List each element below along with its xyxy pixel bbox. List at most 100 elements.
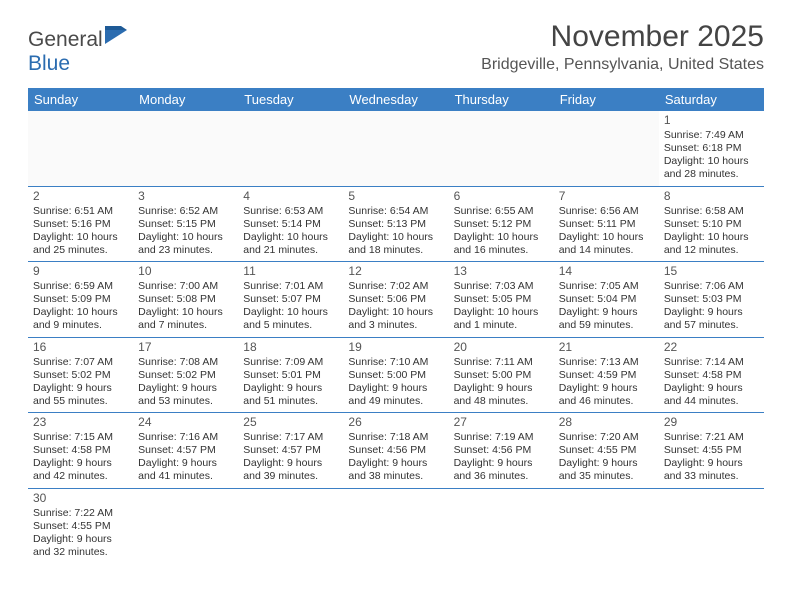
sunset-text: Sunset: 5:10 PM [664, 218, 759, 231]
day-number: 9 [33, 264, 128, 279]
sunset-text: Sunset: 5:06 PM [348, 293, 443, 306]
week-row: 2Sunrise: 6:51 AMSunset: 5:16 PMDaylight… [28, 187, 764, 263]
day-cell: 18Sunrise: 7:09 AMSunset: 5:01 PMDayligh… [238, 338, 343, 413]
sunset-text: Sunset: 5:11 PM [559, 218, 654, 231]
sunrise-text: Sunrise: 7:22 AM [33, 507, 128, 520]
day-cell: 17Sunrise: 7:08 AMSunset: 5:02 PMDayligh… [133, 338, 238, 413]
day-number: 10 [138, 264, 233, 279]
daylight-text: Daylight: 10 hours and 25 minutes. [33, 231, 128, 257]
daylight-text: Daylight: 9 hours and 33 minutes. [664, 457, 759, 483]
day-number: 27 [454, 415, 549, 430]
day-number: 13 [454, 264, 549, 279]
sunrise-text: Sunrise: 7:07 AM [33, 356, 128, 369]
calendar-page: GeneralBlue November 2025 Bridgeville, P… [0, 0, 792, 583]
day-number: 14 [559, 264, 654, 279]
day-cell [449, 489, 554, 564]
week-row: 9Sunrise: 6:59 AMSunset: 5:09 PMDaylight… [28, 262, 764, 338]
day-cell: 10Sunrise: 7:00 AMSunset: 5:08 PMDayligh… [133, 262, 238, 337]
sunrise-text: Sunrise: 7:16 AM [138, 431, 233, 444]
sunrise-text: Sunrise: 7:13 AM [559, 356, 654, 369]
daylight-text: Daylight: 9 hours and 42 minutes. [33, 457, 128, 483]
day-cell: 19Sunrise: 7:10 AMSunset: 5:00 PMDayligh… [343, 338, 448, 413]
day-cell: 16Sunrise: 7:07 AMSunset: 5:02 PMDayligh… [28, 338, 133, 413]
day-number: 18 [243, 340, 338, 355]
day-cell: 28Sunrise: 7:20 AMSunset: 4:55 PMDayligh… [554, 413, 659, 488]
sunset-text: Sunset: 6:18 PM [664, 142, 759, 155]
sunset-text: Sunset: 5:02 PM [138, 369, 233, 382]
sunset-text: Sunset: 4:55 PM [559, 444, 654, 457]
sunrise-text: Sunrise: 7:10 AM [348, 356, 443, 369]
daylight-text: Daylight: 9 hours and 35 minutes. [559, 457, 654, 483]
sunrise-text: Sunrise: 7:08 AM [138, 356, 233, 369]
sunrise-text: Sunrise: 7:06 AM [664, 280, 759, 293]
day-number: 25 [243, 415, 338, 430]
day-cell: 1Sunrise: 7:49 AMSunset: 6:18 PMDaylight… [659, 111, 764, 186]
sunrise-text: Sunrise: 6:59 AM [33, 280, 128, 293]
daylight-text: Daylight: 10 hours and 16 minutes. [454, 231, 549, 257]
day-header: Friday [554, 88, 659, 111]
daylight-text: Daylight: 10 hours and 23 minutes. [138, 231, 233, 257]
day-cell [449, 111, 554, 186]
day-number: 15 [664, 264, 759, 279]
header: GeneralBlue November 2025 Bridgeville, P… [28, 20, 764, 76]
daylight-text: Daylight: 9 hours and 32 minutes. [33, 533, 128, 559]
day-cell [554, 489, 659, 564]
day-cell: 22Sunrise: 7:14 AMSunset: 4:58 PMDayligh… [659, 338, 764, 413]
day-cell: 23Sunrise: 7:15 AMSunset: 4:58 PMDayligh… [28, 413, 133, 488]
sunset-text: Sunset: 5:14 PM [243, 218, 338, 231]
day-number: 1 [664, 113, 759, 128]
flag-icon [105, 28, 133, 51]
day-number: 28 [559, 415, 654, 430]
sunset-text: Sunset: 5:12 PM [454, 218, 549, 231]
day-number: 23 [33, 415, 128, 430]
day-number: 6 [454, 189, 549, 204]
sunset-text: Sunset: 5:13 PM [348, 218, 443, 231]
daylight-text: Daylight: 10 hours and 12 minutes. [664, 231, 759, 257]
daylight-text: Daylight: 9 hours and 59 minutes. [559, 306, 654, 332]
day-number: 19 [348, 340, 443, 355]
day-header: Tuesday [238, 88, 343, 111]
day-cell [659, 489, 764, 564]
sunset-text: Sunset: 5:01 PM [243, 369, 338, 382]
sunrise-text: Sunrise: 7:18 AM [348, 431, 443, 444]
sunrise-text: Sunrise: 7:01 AM [243, 280, 338, 293]
day-number: 26 [348, 415, 443, 430]
day-cell: 13Sunrise: 7:03 AMSunset: 5:05 PMDayligh… [449, 262, 554, 337]
sunset-text: Sunset: 4:57 PM [138, 444, 233, 457]
day-cell: 14Sunrise: 7:05 AMSunset: 5:04 PMDayligh… [554, 262, 659, 337]
daylight-text: Daylight: 10 hours and 7 minutes. [138, 306, 233, 332]
day-cell [238, 489, 343, 564]
daylight-text: Daylight: 9 hours and 55 minutes. [33, 382, 128, 408]
day-cell [343, 489, 448, 564]
sunrise-text: Sunrise: 6:58 AM [664, 205, 759, 218]
sunrise-text: Sunrise: 6:53 AM [243, 205, 338, 218]
sunrise-text: Sunrise: 6:52 AM [138, 205, 233, 218]
week-row: 30Sunrise: 7:22 AMSunset: 4:55 PMDayligh… [28, 489, 764, 564]
daylight-text: Daylight: 9 hours and 57 minutes. [664, 306, 759, 332]
daylight-text: Daylight: 9 hours and 51 minutes. [243, 382, 338, 408]
sunset-text: Sunset: 5:07 PM [243, 293, 338, 306]
sunset-text: Sunset: 5:00 PM [454, 369, 549, 382]
day-number: 3 [138, 189, 233, 204]
sunset-text: Sunset: 4:58 PM [33, 444, 128, 457]
daylight-text: Daylight: 10 hours and 21 minutes. [243, 231, 338, 257]
month-title: November 2025 [481, 20, 764, 54]
daylight-text: Daylight: 9 hours and 38 minutes. [348, 457, 443, 483]
day-cell: 12Sunrise: 7:02 AMSunset: 5:06 PMDayligh… [343, 262, 448, 337]
daylight-text: Daylight: 9 hours and 41 minutes. [138, 457, 233, 483]
week-row: 16Sunrise: 7:07 AMSunset: 5:02 PMDayligh… [28, 338, 764, 414]
sunset-text: Sunset: 5:08 PM [138, 293, 233, 306]
sunset-text: Sunset: 4:55 PM [664, 444, 759, 457]
sunrise-text: Sunrise: 7:49 AM [664, 129, 759, 142]
day-cell: 9Sunrise: 6:59 AMSunset: 5:09 PMDaylight… [28, 262, 133, 337]
sunset-text: Sunset: 4:58 PM [664, 369, 759, 382]
sunrise-text: Sunrise: 7:20 AM [559, 431, 654, 444]
daylight-text: Daylight: 9 hours and 48 minutes. [454, 382, 549, 408]
day-header-row: Sunday Monday Tuesday Wednesday Thursday… [28, 88, 764, 111]
sunset-text: Sunset: 5:15 PM [138, 218, 233, 231]
day-number: 8 [664, 189, 759, 204]
day-number: 20 [454, 340, 549, 355]
day-number: 5 [348, 189, 443, 204]
day-number: 12 [348, 264, 443, 279]
daylight-text: Daylight: 10 hours and 1 minute. [454, 306, 549, 332]
